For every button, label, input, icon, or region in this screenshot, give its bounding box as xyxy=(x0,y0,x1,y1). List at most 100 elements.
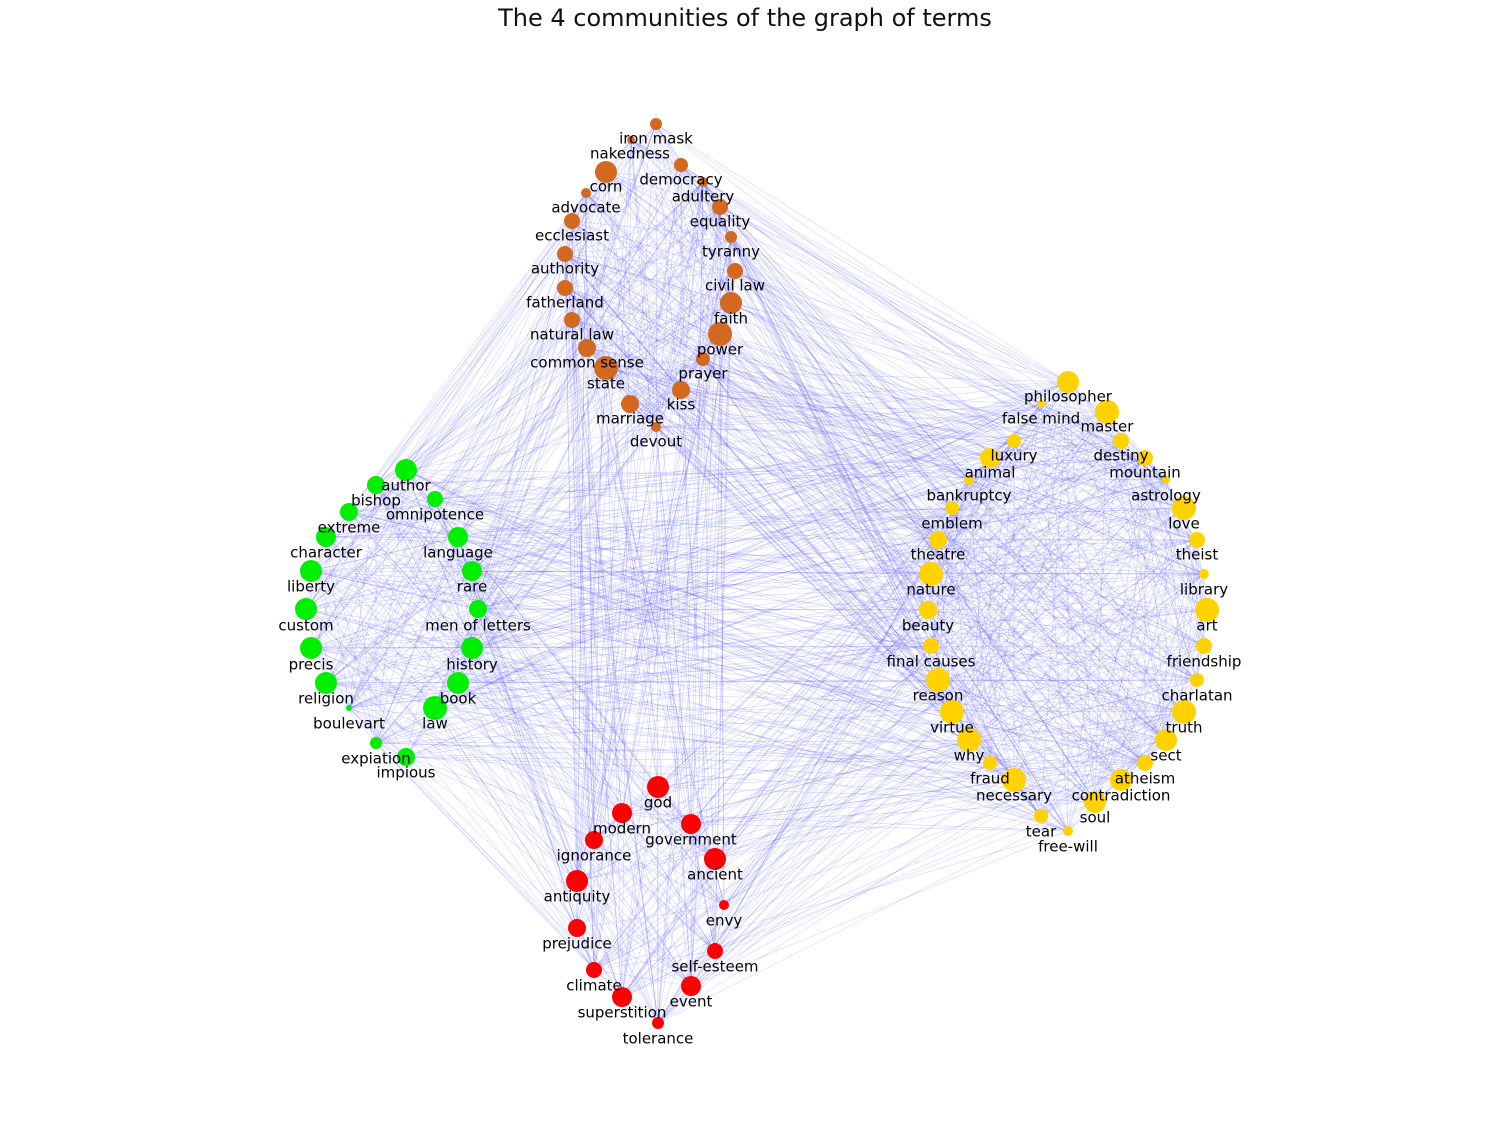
graph-edge xyxy=(937,609,1208,681)
node-ignorance xyxy=(585,831,603,849)
graph-edge xyxy=(655,426,1015,442)
graph-edge xyxy=(655,426,1122,442)
graph-edge xyxy=(593,839,725,906)
graph-edge xyxy=(310,647,1185,713)
graph-edge xyxy=(310,570,939,681)
graph-edge xyxy=(564,287,1205,647)
graph-edge xyxy=(564,253,623,998)
graph-edge xyxy=(702,181,732,304)
node-label-emblem: emblem xyxy=(921,515,982,533)
node-charlatan xyxy=(1190,673,1204,687)
node-label-ecclesiast: ecclesiast xyxy=(535,227,609,245)
graph-edge xyxy=(723,457,991,906)
graph-edge xyxy=(605,206,721,369)
graph-edge xyxy=(593,403,1042,971)
node-label-necessary: necessary xyxy=(976,787,1052,805)
graph-edge xyxy=(1013,779,1096,803)
graph-edge xyxy=(310,570,407,758)
graph-edge xyxy=(930,411,1108,647)
graph-edge xyxy=(477,479,970,610)
graph-edge xyxy=(457,171,607,684)
graph-edge xyxy=(680,164,736,272)
graph-edge xyxy=(405,469,1198,681)
graph-edge xyxy=(657,645,932,1024)
graph-edge xyxy=(325,507,953,538)
graph-edge xyxy=(586,347,1205,647)
graph-edge xyxy=(471,609,1208,649)
graph-edge xyxy=(937,507,1185,681)
node-animal xyxy=(980,448,1000,468)
node-label-bishop: bishop xyxy=(351,492,401,510)
graph-edge xyxy=(585,192,1096,803)
graph-edge xyxy=(657,679,1198,1024)
graph-edge xyxy=(690,645,932,987)
graph-edge xyxy=(471,570,1185,713)
graph-edge xyxy=(471,457,1146,649)
graph-edge xyxy=(325,536,716,952)
graph-edge xyxy=(657,457,1146,1024)
graph-edge xyxy=(325,507,1185,538)
graph-edge xyxy=(585,192,607,369)
graph-edge xyxy=(305,123,657,610)
node-power xyxy=(708,322,732,346)
graph-edge xyxy=(405,319,573,471)
graph-edge xyxy=(989,539,1198,764)
graph-edge xyxy=(564,253,659,1024)
graph-edge xyxy=(375,287,566,744)
graph-edge xyxy=(605,171,631,405)
node-label-law: law xyxy=(422,715,448,733)
graph-edge xyxy=(375,484,479,610)
graph-edge xyxy=(375,484,473,649)
graph-edge xyxy=(586,347,1167,741)
graph-edge xyxy=(655,123,732,304)
graph-edge xyxy=(1013,440,1198,541)
graph-edge xyxy=(564,287,682,391)
graph-edge xyxy=(571,220,607,369)
graph-edge xyxy=(310,192,587,649)
graph-edge xyxy=(714,333,721,860)
node-label-mountain: mountain xyxy=(1109,464,1181,482)
graph-edge xyxy=(434,498,659,1024)
node-label-final-causes: final causes xyxy=(887,653,976,671)
graph-edge xyxy=(325,682,377,744)
graph-edge xyxy=(348,192,587,513)
graph-edge xyxy=(723,679,939,906)
graph-edge xyxy=(571,319,1146,459)
graph-edge xyxy=(471,403,1042,649)
graph-edge xyxy=(629,403,939,541)
graph-edge xyxy=(586,347,991,459)
graph-edge xyxy=(564,253,939,541)
graph-edge xyxy=(576,786,659,929)
graph-edge xyxy=(564,287,970,741)
node-devout xyxy=(651,422,661,432)
graph-edge xyxy=(1165,479,1205,575)
node-envy xyxy=(719,900,729,910)
graph-edge xyxy=(680,164,1096,803)
graph-edge xyxy=(375,139,632,486)
graph-edge xyxy=(714,479,970,952)
graph-edge xyxy=(930,457,1146,647)
graph-edge xyxy=(477,411,1108,610)
graph-edge xyxy=(690,830,1069,987)
graph-edge xyxy=(348,609,1208,709)
graph-edge xyxy=(1067,507,1185,832)
graph-edge xyxy=(405,756,716,860)
graph-edge xyxy=(951,479,1167,713)
graph-edge xyxy=(605,171,736,272)
graph-edge xyxy=(680,389,1198,541)
graph-edge xyxy=(1120,609,1208,781)
graph-edge xyxy=(655,426,939,541)
graph-edge xyxy=(375,236,732,486)
graph-edge xyxy=(714,539,939,860)
graph-edge xyxy=(471,647,623,998)
graph-edge xyxy=(605,123,657,369)
graph-edge xyxy=(605,171,721,208)
graph-edge xyxy=(690,181,704,825)
graph-edge xyxy=(719,206,970,481)
node-label-fatherland: fatherland xyxy=(526,294,604,312)
graph-edge xyxy=(730,236,939,541)
graph-edge xyxy=(310,403,1042,649)
graph-edge xyxy=(471,426,657,649)
graph-edge xyxy=(989,573,1205,764)
graph-edge xyxy=(723,411,1108,906)
